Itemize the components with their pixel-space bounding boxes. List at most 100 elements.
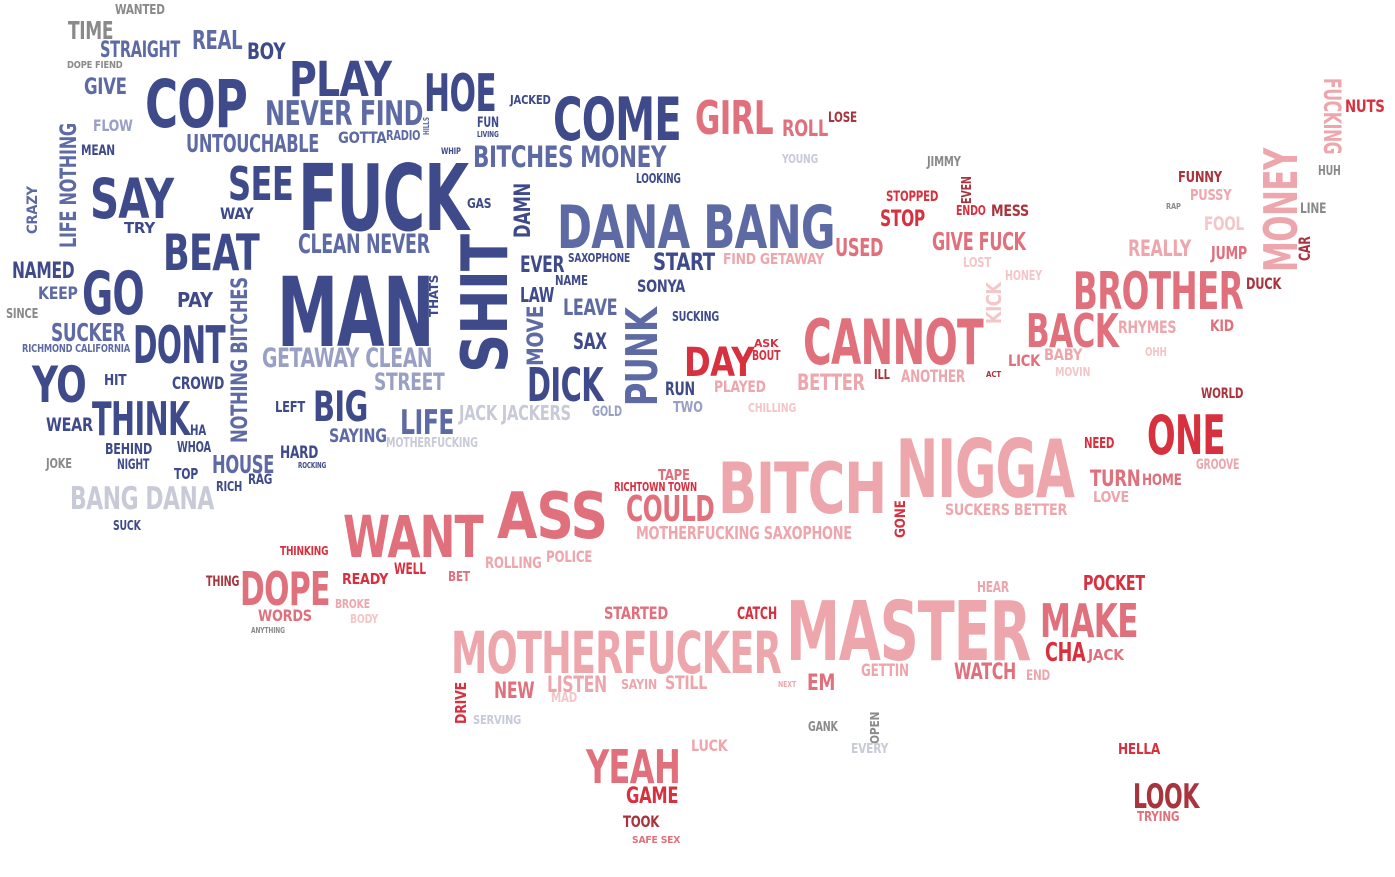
word-radio: RADIO xyxy=(386,129,421,144)
word-thing: THING xyxy=(206,574,240,590)
word-home: HOME xyxy=(1142,470,1182,489)
word-baby: BABY xyxy=(1044,345,1083,364)
word-open: OPEN xyxy=(868,711,882,744)
word-whip: WHIP xyxy=(441,147,461,157)
word-girl: GIRL xyxy=(695,91,774,145)
word-funny: FUNNY xyxy=(1178,168,1222,186)
word-give: GIVE xyxy=(84,75,127,100)
word-trying: TRYING xyxy=(1137,810,1180,825)
word-untouchable: UNTOUCHABLE xyxy=(186,129,320,158)
word-keep: KEEP xyxy=(38,284,78,304)
word-gone: GONE xyxy=(893,500,909,538)
word-turn: TURN xyxy=(1090,467,1141,492)
word-law: LAW xyxy=(520,283,555,307)
word-police: POLICE xyxy=(546,547,593,566)
word-punk: PUNK xyxy=(617,307,668,406)
word-rocking: ROCKING xyxy=(298,461,327,470)
word-mad: MAD xyxy=(551,691,578,706)
word-huh: HUH xyxy=(1318,164,1341,179)
word-stopped: STOPPED xyxy=(886,189,939,205)
word-every: EVERY xyxy=(851,742,889,757)
word-broke: BROKE xyxy=(335,597,370,611)
word-joke: JOKE xyxy=(46,457,72,472)
word-bang-dana: BANG DANA xyxy=(70,481,214,517)
word-well: WELL xyxy=(394,559,426,578)
word-sayin: SAYIN xyxy=(621,678,658,693)
word-named: NAMED xyxy=(12,259,75,284)
word-think: THINK xyxy=(92,392,190,446)
word-life-nothing: LIFE NOTHING xyxy=(57,123,82,248)
word-need: NEED xyxy=(1084,434,1115,452)
word-stop: STOP xyxy=(880,207,925,232)
word-one: ONE xyxy=(1147,404,1226,467)
word-young: YOUNG xyxy=(782,152,818,166)
word-catch: CATCH xyxy=(737,604,777,624)
word-tape: TAPE xyxy=(658,466,690,484)
word-line: LINE xyxy=(1300,201,1327,217)
word-see: SEE xyxy=(228,157,294,211)
word-two: TWO xyxy=(673,398,703,416)
word-sucking: SUCKING xyxy=(672,310,720,325)
word-really: REALLY xyxy=(1128,237,1191,262)
word-listen: LISTEN xyxy=(547,673,607,698)
word-better: BETTER xyxy=(797,371,865,396)
word-sonya: SONYA xyxy=(637,277,686,297)
word-come: COME xyxy=(553,85,682,155)
word-suck: SUCK xyxy=(113,519,141,534)
word-thinking: THINKING xyxy=(280,544,329,558)
word-yeah: YEAH xyxy=(586,740,681,794)
word-took: TOOK xyxy=(623,812,660,831)
word-jimmy: JIMMY xyxy=(927,155,961,170)
word-ill: ILL xyxy=(874,368,890,383)
word-go: GO xyxy=(82,259,145,329)
word-back: BACK xyxy=(1026,304,1119,358)
word-sax: SAX xyxy=(573,330,607,355)
word-rag: RAG xyxy=(248,472,273,488)
word-wanted: WANTED xyxy=(115,3,165,18)
word-next: NEXT xyxy=(778,680,797,689)
word-flow: FLOW xyxy=(93,116,133,135)
word-night: NIGHT xyxy=(117,457,150,473)
word-played: PLAYED xyxy=(714,377,766,396)
word-motherfucking-saxophone: MOTHERFUCKING SAXOPHONE xyxy=(636,523,852,544)
word-saxophone: SAXOPHONE xyxy=(568,251,631,265)
word-bout: BOUT xyxy=(752,349,781,364)
word-drive: DRIVE xyxy=(452,682,470,724)
word-shit: SHIT xyxy=(449,234,523,373)
word-hit: HIT xyxy=(104,371,127,389)
word-dick: DICK xyxy=(527,358,604,412)
word-end: END xyxy=(1026,668,1051,684)
word-lose: LOSE xyxy=(828,110,857,126)
word-world: WORLD xyxy=(1201,386,1244,402)
word-fun: FUN xyxy=(477,115,499,131)
word-words: WORDS xyxy=(258,606,312,625)
word-duck: DUCK xyxy=(1246,274,1282,293)
word-pocket: POCKET xyxy=(1083,571,1145,595)
word-hard: HARD xyxy=(280,443,319,463)
word-master: MASTER xyxy=(786,585,1031,680)
word-could: COULD xyxy=(626,489,715,530)
word-straight: STRAIGHT xyxy=(100,38,180,63)
word-looking: LOOKING xyxy=(636,172,681,187)
word-damn: DAMN xyxy=(511,183,536,238)
word-gotta: GOTTA xyxy=(338,128,387,147)
word-jacked: JACKED xyxy=(510,93,551,107)
word-jack: JACK xyxy=(1088,646,1124,664)
word-try: TRY xyxy=(124,219,155,237)
word-fucking: FUCKING xyxy=(1318,78,1346,155)
word-started: STARTED xyxy=(604,604,668,624)
word-rhymes: RHYMES xyxy=(1118,318,1177,338)
word-saying: SAYING xyxy=(329,425,387,447)
word-mean: MEAN xyxy=(81,143,115,159)
word-since: SINCE xyxy=(6,307,39,322)
word-suckers-better: SUCKERS BETTER xyxy=(945,500,1068,519)
word-leave: LEAVE xyxy=(563,296,618,321)
word-chilling: CHILLING xyxy=(748,401,797,415)
word-hear: HEAR xyxy=(977,578,1009,596)
word-groove: GROOVE xyxy=(1196,457,1240,473)
word-cha: CHA xyxy=(1045,638,1086,668)
word-act: ACT xyxy=(986,370,1002,379)
word-hoe: HOE xyxy=(424,64,497,124)
word-run: RUN xyxy=(665,378,695,400)
word-real: REAL xyxy=(192,26,243,56)
